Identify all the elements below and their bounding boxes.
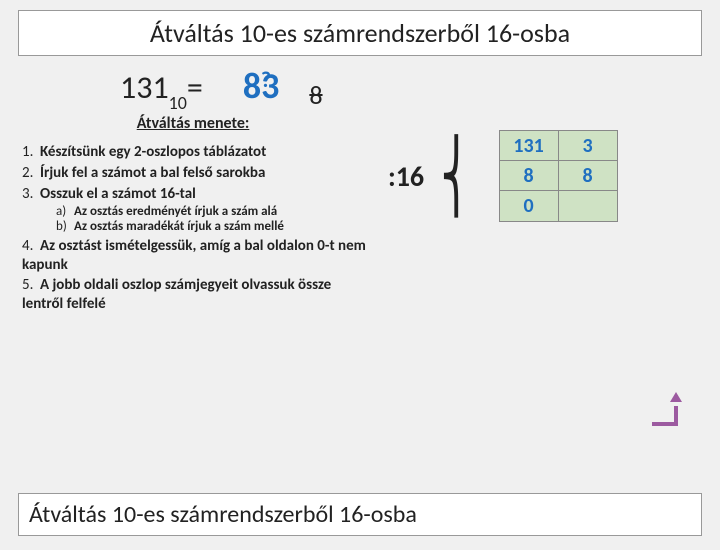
read-direction-arrow-icon (642, 398, 678, 426)
cell: 8 (559, 161, 617, 191)
work-panel: : 16 ⎨ 131 8 0 3 8 (368, 114, 702, 315)
step-2: 2.Írjuk fel a számot a bal felső sarokba (22, 164, 368, 183)
content-region: Átváltás menete: 1.Készítsünk egy 2-oszl… (18, 114, 702, 315)
cell (559, 191, 617, 221)
divisor: 16 (396, 159, 424, 194)
step-text: Készítsünk egy 2-oszlopos táblázatot (40, 143, 266, 161)
cell: 8 (500, 161, 558, 191)
step-3a: a)Az osztás eredményét írjuk a szám alá (56, 204, 368, 220)
step-num: 3. (22, 185, 40, 204)
eq-result: 8?3 (243, 64, 280, 108)
step-5: 5.A jobb oldali oszlop számjegyeit olvas… (22, 276, 368, 314)
step-1: 1.Készítsünk egy 2-oszlopos táblázatot (22, 143, 368, 162)
step-num: 2. (22, 164, 40, 183)
step-text: Osszuk el a számot 16-tal (40, 185, 196, 203)
substep-num: b) (56, 219, 74, 235)
table-col-2: 3 8 (559, 131, 617, 221)
brace-icon: ⎨ (441, 159, 473, 194)
divide-block: : 16 ⎨ 131 8 0 3 8 (388, 130, 702, 222)
process-panel: Átváltás menete: 1.Készítsünk egy 2-oszl… (18, 114, 368, 315)
step-num: 5. (22, 276, 40, 295)
eq-base: 10 (169, 92, 187, 114)
step-list: 1.Készítsünk egy 2-oszlopos táblázatot 2… (18, 143, 368, 313)
substep-num: a) (56, 204, 74, 220)
substep-text: Az osztás eredményét írjuk a szám alá (74, 204, 277, 219)
division-table: 131 8 0 3 8 (499, 130, 618, 222)
equation: 13110= 8?3 8 (120, 64, 720, 110)
colon: : (388, 159, 396, 194)
step-text: Az osztást ismételgessük, amíg a bal old… (22, 237, 366, 274)
sub-list: a)Az osztás eredményét írjuk a szám alá … (22, 204, 368, 235)
eq-equals: = (187, 68, 203, 107)
step-3b: b)Az osztás maradékát írjuk a szám mellé (56, 219, 368, 235)
cell: 0 (500, 191, 558, 221)
step-num: 4. (22, 237, 40, 256)
process-heading: Átváltás menete: (18, 114, 368, 133)
eq-number: 131 (120, 68, 169, 107)
step-num: 1. (22, 143, 40, 162)
step-text: Írjuk fel a számot a bal felső sarokba (40, 164, 265, 182)
footer-title: Átváltás 10-es számrendszerből 16-osba (18, 493, 702, 536)
substep-text: Az osztás maradékát írjuk a szám mellé (74, 219, 284, 234)
eq-result-left: 8 (243, 64, 261, 108)
table-col-1: 131 8 0 (500, 131, 559, 221)
eq-lhs: 13110= (120, 68, 203, 110)
cell: 131 (500, 131, 558, 161)
eq-question-mark: ? (261, 66, 271, 93)
cell: 3 (559, 131, 617, 161)
step-4: 4.Az osztást ismételgessük, amíg a bal o… (22, 237, 368, 275)
step-text: A jobb oldali oszlop számjegyeit olvassu… (22, 276, 331, 313)
eq-struck: 8 (309, 79, 322, 111)
page-title: Átváltás 10-es számrendszerből 16-osba (18, 10, 702, 56)
step-3: 3.Osszuk el a számot 16-tal a)Az osztás … (22, 185, 368, 235)
